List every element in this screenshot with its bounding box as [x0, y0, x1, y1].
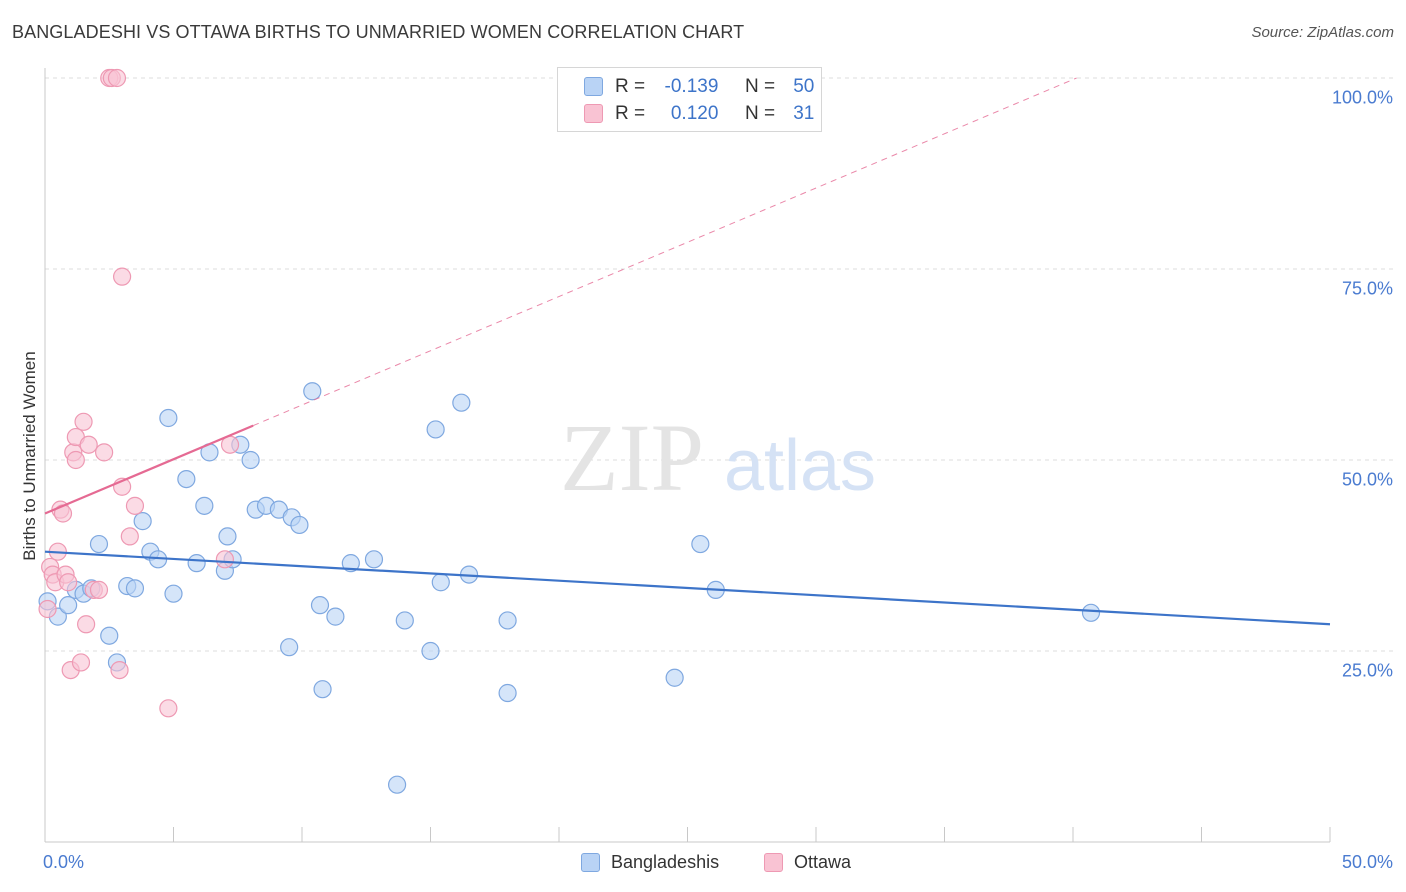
ottawa-point: [112, 267, 132, 286]
source-label: Source: ZipAtlas.com: [1251, 24, 1394, 41]
ottawa-point: [125, 496, 145, 515]
ottawa-trend-line: [44, 424, 254, 515]
legend-swatch: [581, 853, 600, 872]
bangladeshis-point: [280, 638, 299, 657]
y-axis-label: Births to Unmarried Women: [20, 351, 39, 561]
bangladeshis-point: [326, 607, 345, 626]
bangladeshis-point: [187, 554, 206, 573]
series-legend: Bangladeshis Ottawa: [0, 852, 1406, 878]
n-label: N =: [744, 103, 776, 124]
bangladeshis-point: [59, 596, 78, 615]
bangladeshis-point: [164, 584, 183, 603]
bangladeshis-point: [387, 775, 407, 794]
ottawa-point: [38, 599, 57, 619]
legend-swatch: [584, 77, 603, 96]
ottawa-point: [77, 615, 96, 634]
stats-legend: R = -0.139 N = 50 R = 0.120 N = 31: [557, 67, 822, 132]
bangladeshis-point: [195, 496, 214, 515]
watermark-zip: ZIP: [560, 404, 704, 511]
bangladeshis-point: [159, 408, 178, 428]
ottawa-point: [74, 412, 93, 431]
r-value: 0.120: [670, 103, 719, 124]
bangladeshis-point: [498, 683, 517, 703]
bangladeshis-point: [310, 596, 330, 615]
bangladeshis-point: [125, 579, 145, 598]
bangladeshis-point: [341, 554, 360, 573]
ottawa-trend-extension: [252, 77, 1077, 427]
legend-swatch: [764, 853, 783, 872]
bangladeshis-point: [1081, 603, 1101, 622]
watermark-atlas: atlas: [724, 426, 876, 506]
y-tick-label: 100.0%: [1331, 87, 1393, 108]
bangladeshis-point: [498, 611, 517, 630]
ottawa-point: [95, 443, 114, 462]
axes: [44, 68, 1331, 843]
y-tick-label: 50.0%: [1341, 469, 1393, 490]
x-tick-label: 50.0%: [1341, 852, 1393, 872]
bangladeshis-point: [100, 626, 119, 645]
n-value: 50: [793, 76, 815, 97]
ottawa-point: [79, 435, 98, 454]
bangladeshis-point: [177, 470, 196, 489]
bangladeshis-point: [313, 680, 332, 699]
watermark: ZIP atlas: [560, 404, 876, 511]
y-tick-label: 25.0%: [1341, 660, 1393, 681]
trend-lines: [44, 77, 1331, 626]
bangladeshis-point: [431, 573, 450, 592]
ottawa-point: [71, 653, 91, 672]
bangladeshis-point: [452, 393, 471, 412]
ottawa-point: [107, 68, 127, 88]
n-label: N =: [744, 76, 776, 97]
legend-swatch: [584, 104, 603, 123]
y-tick-label: 75.0%: [1341, 278, 1393, 299]
bangladeshis-point: [665, 668, 684, 687]
chart-title: BANGLADESHI VS OTTAWA BIRTHS TO UNMARRIE…: [12, 22, 745, 42]
grid-lines: [45, 77, 1393, 652]
bangladeshis-point: [364, 550, 384, 569]
ottawa-point: [215, 550, 234, 569]
bangladeshis-point: [691, 534, 710, 554]
legend-label: Ottawa: [794, 852, 852, 872]
legend-label: Bangladeshis: [611, 852, 720, 872]
ottawa-point: [159, 699, 178, 718]
bangladeshis-point: [89, 534, 109, 554]
ottawa-point: [110, 660, 129, 680]
bangladeshis-point: [133, 512, 152, 531]
bangladeshis-point: [421, 641, 440, 661]
r-label: R =: [615, 103, 646, 124]
ottawa-point: [66, 450, 85, 470]
x-tick-label: 0.0%: [43, 852, 85, 872]
r-value: -0.139: [664, 76, 719, 97]
ottawa-point: [120, 527, 139, 546]
bangladeshis-point: [395, 611, 414, 630]
bangladeshis-point: [241, 450, 260, 470]
bangladeshis-point: [290, 515, 309, 535]
bangladeshis-point: [426, 420, 445, 439]
ottawa-point: [59, 573, 78, 592]
r-label: R =: [615, 76, 646, 97]
bangladeshis-point: [218, 527, 237, 546]
bangladeshis-trend-line: [44, 550, 1331, 626]
ottawa-point: [89, 580, 109, 599]
bangladeshis-point: [303, 382, 322, 401]
n-value: 31: [793, 103, 815, 124]
